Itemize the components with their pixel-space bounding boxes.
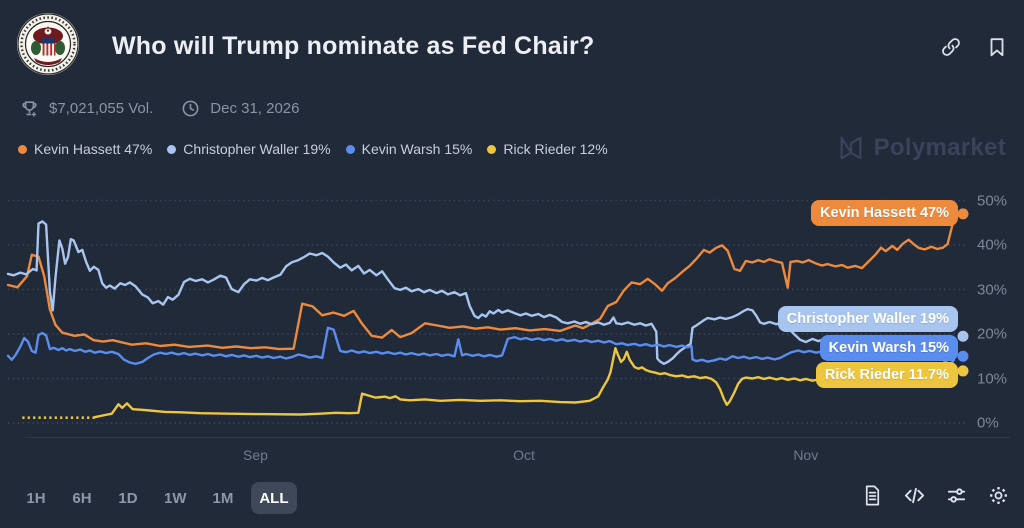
- end-date: Dec 31, 2026: [210, 100, 300, 117]
- range-button-all[interactable]: ALL: [251, 482, 297, 514]
- end-badge-christopher-waller: Christopher Waller 19%: [777, 306, 958, 333]
- y-tick-label: 10%: [977, 370, 1008, 387]
- range-button-1d[interactable]: 1D: [118, 489, 138, 507]
- watermark-brand: Polymarket: [873, 134, 1006, 161]
- link-icon[interactable]: [940, 36, 962, 58]
- volume-value: $7,021,055 Vol.: [49, 100, 154, 117]
- range-button-1h[interactable]: 1H: [26, 489, 46, 507]
- range-button-6h[interactable]: 6H: [72, 489, 92, 507]
- bookmark-icon[interactable]: [986, 36, 1008, 58]
- price-chart[interactable]: [0, 185, 1024, 435]
- legend-item-hassett[interactable]: Kevin Hassett 47%: [18, 141, 152, 157]
- end-badge-kevin-hassett: Kevin Hassett 47%: [811, 199, 958, 226]
- page-title: Who will Trump nominate as Fed Chair?: [112, 32, 595, 60]
- end-badge-kevin-warsh: Kevin Warsh 15%: [819, 335, 958, 362]
- legend-item-rieder[interactable]: Rick Rieder 12%: [487, 141, 608, 157]
- document-icon[interactable]: [861, 484, 884, 507]
- end-badge-rick-rieder: Rick Rieder 11.7%: [815, 361, 958, 388]
- market-stats: $7,021,055 Vol. Dec 31, 2026: [20, 99, 300, 118]
- legend-dot-waller: [167, 144, 177, 154]
- x-tick-label: Nov: [793, 447, 819, 463]
- gear-icon[interactable]: [987, 484, 1010, 507]
- legend-label: Kevin Warsh 15%: [361, 141, 473, 157]
- y-tick-label: 40%: [977, 236, 1008, 254]
- y-tick-label: 30%: [977, 281, 1008, 298]
- chart-legend: Kevin Hassett 47% Christopher Waller 19%…: [18, 141, 608, 157]
- legend-label: Christopher Waller 19%: [183, 141, 331, 157]
- code-icon[interactable]: [903, 484, 926, 507]
- x-tick-label: Oct: [513, 447, 535, 463]
- range-button-1m[interactable]: 1M: [212, 489, 234, 507]
- clock-icon: [182, 100, 199, 117]
- chart-tools: [861, 484, 1010, 507]
- fed-seal-logo: [17, 13, 79, 75]
- legend-label: Kevin Hassett 47%: [34, 141, 153, 157]
- sliders-icon[interactable]: [945, 484, 968, 507]
- polymarket-watermark: Polymarket: [836, 133, 1006, 163]
- polymarket-logo-icon: [840, 136, 862, 160]
- axis-divider: [25, 437, 1010, 438]
- y-tick-label: 50%: [977, 192, 1008, 209]
- trophy-icon: [22, 101, 37, 117]
- legend-dot-hassett: [18, 144, 27, 154]
- legend-label: Rick Rieder 12%: [503, 141, 608, 157]
- legend-dot-rieder: [487, 144, 497, 154]
- y-tick-label: 0%: [977, 414, 999, 432]
- legend-item-warsh[interactable]: Kevin Warsh 15%: [345, 141, 473, 157]
- y-tick-label: 20%: [977, 325, 1008, 343]
- x-tick-label: Sep: [243, 447, 268, 463]
- range-button-1w[interactable]: 1W: [164, 489, 187, 507]
- time-range-selector: 1H 6H 1D 1W 1M ALL: [18, 482, 297, 514]
- legend-dot-warsh: [345, 144, 355, 154]
- legend-item-waller[interactable]: Christopher Waller 19%: [167, 141, 331, 157]
